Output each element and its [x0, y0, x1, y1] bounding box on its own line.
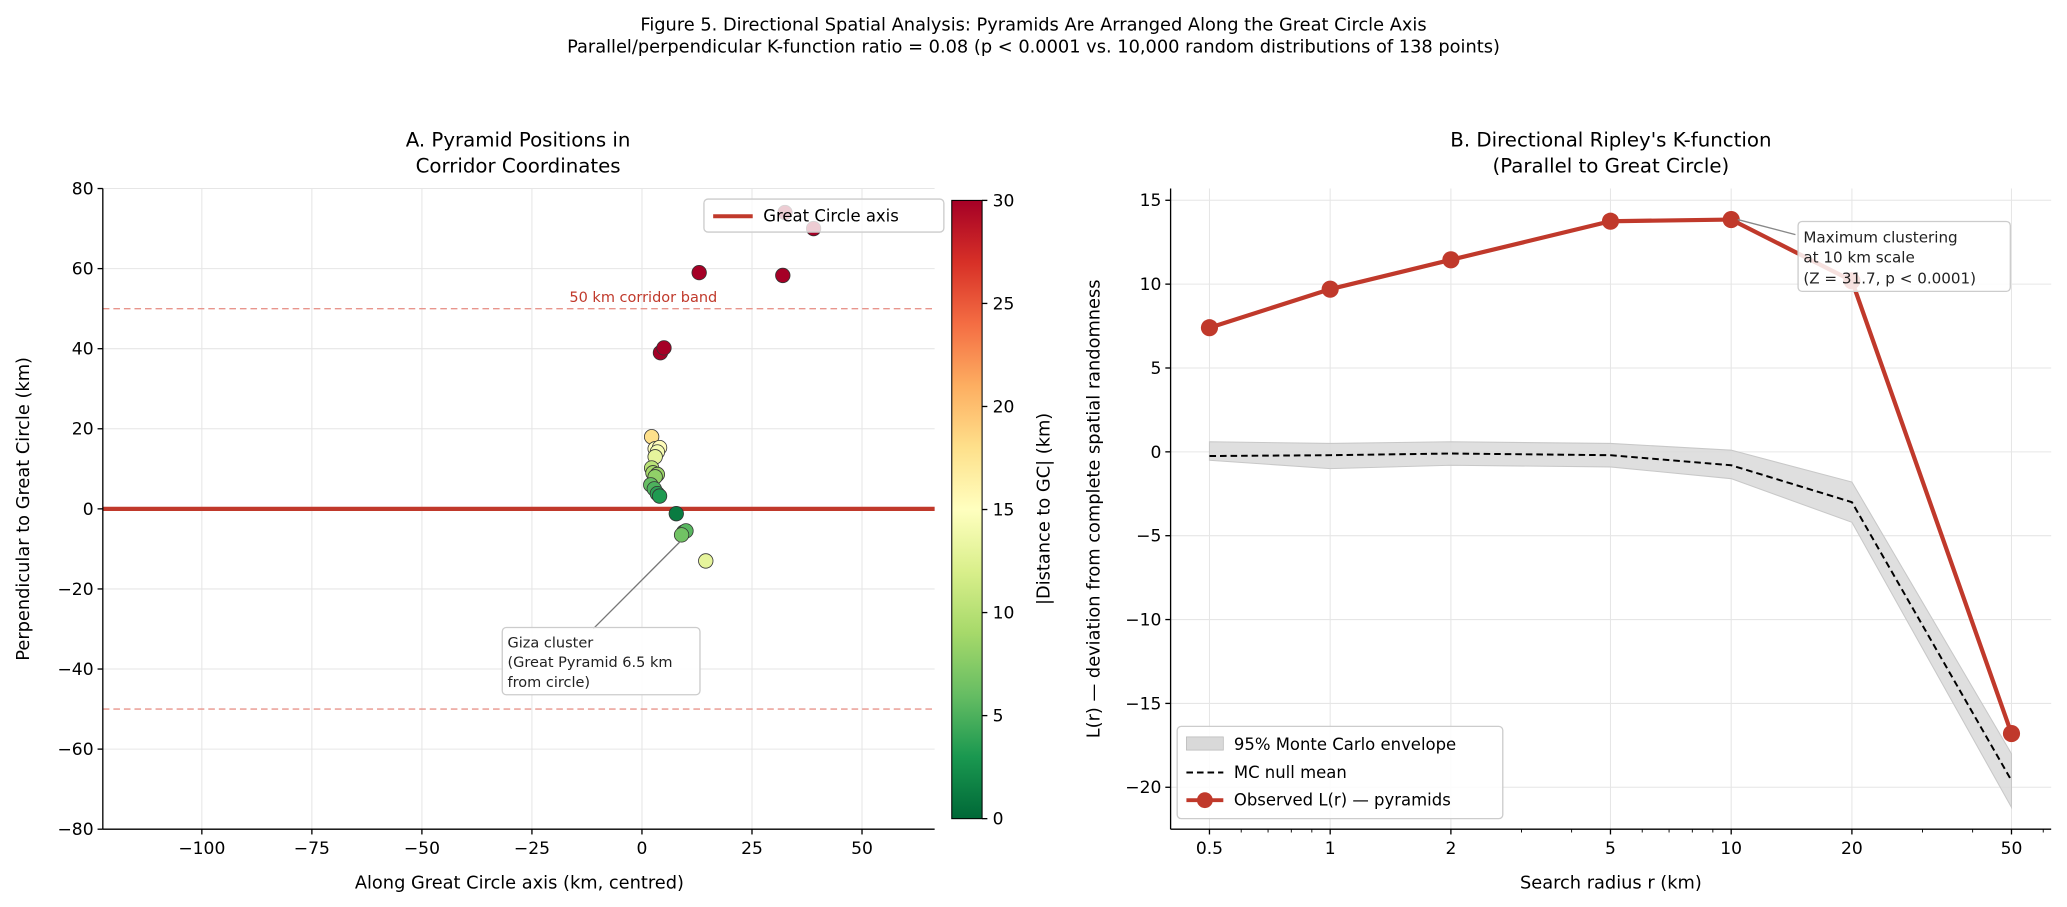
giza-annotation: Giza cluster (Great Pyramid 6.5 km from … [501, 541, 701, 696]
y-tick-label: 0 [1150, 443, 1161, 463]
y-tick-label: −40 [57, 660, 93, 680]
pyramid-point [673, 527, 690, 543]
observed-point [1442, 251, 1460, 269]
x-tick-label: −25 [514, 839, 550, 859]
x-tick-label: 0 [637, 839, 648, 859]
panel-b-kfunction: B. Directional Ripley's K-function (Para… [1083, 128, 2052, 894]
legend-envelope-label: 95% Monte Carlo envelope [1234, 735, 1456, 754]
x-tick-label: 50 [851, 839, 873, 859]
observed-point [1601, 212, 1620, 230]
panel-a-title-1: A. Pyramid Positions in [406, 128, 631, 151]
panel-b-xlabel: Search radius r (km) [1520, 873, 1702, 894]
x-tick-label: 0.5 [1196, 839, 1223, 859]
legend-observed-label: Observed L(r) — pyramids [1234, 790, 1451, 809]
y-tick-label: 0 [83, 500, 94, 520]
y-tick-label: −80 [57, 820, 93, 840]
x-tick-label: 20 [1841, 839, 1863, 859]
y-tick-label: 80 [72, 179, 94, 199]
y-tick-label: 5 [1150, 359, 1161, 379]
x-tick-label: 50 [2001, 839, 2023, 859]
y-tick-label: −10 [1125, 610, 1161, 630]
giza-annotation-line-1: Giza cluster [508, 635, 594, 651]
colorbar: 0 5 10 15 20 25 30 |Distance to GC| (km) [951, 191, 1054, 830]
pyramid-point [656, 340, 672, 356]
colorbar-tick-label: 5 [993, 707, 1004, 727]
panel-a-xlabel: Along Great Circle axis (km, centred) [355, 873, 684, 894]
monte-carlo-envelope [1208, 441, 2013, 810]
y-tick-label: 20 [72, 420, 94, 440]
figure-title: Figure 5. Directional Spatial Analysis: … [640, 14, 1426, 35]
max-clustering-line-2: at 10 km scale [1803, 248, 1914, 266]
x-tick-label: 5 [1605, 839, 1616, 859]
colorbar-tick-label: 10 [993, 603, 1015, 623]
panel-b-title-1: B. Directional Ripley's K-function [1450, 128, 1771, 151]
y-tick-label: −5 [1136, 527, 1161, 547]
y-tick-label: 40 [72, 340, 94, 360]
x-tick-label: 10 [1720, 839, 1742, 859]
giza-annotation-line-2: (Great Pyramid 6.5 km [508, 655, 673, 671]
panel-a-legend: Great Circle axis [703, 198, 945, 233]
pyramid-point [691, 264, 707, 281]
legend-observed-marker [1196, 792, 1213, 809]
giza-arrow [592, 541, 681, 630]
panel-b-ylabel: L(r) — deviation from complete spatial r… [1083, 279, 1104, 738]
panel-a-ylabel: Perpendicular to Great Circle (km) [13, 357, 34, 661]
observed-point [1722, 210, 1740, 229]
y-tick-label: −15 [1125, 694, 1161, 714]
x-tick-label: 2 [1445, 839, 1456, 859]
x-tick-label: −50 [404, 839, 440, 859]
y-tick-label: 15 [1140, 191, 1162, 211]
max-clustering-annotation: Maximum clustering at 10 km scale (Z = 3… [1737, 218, 2011, 293]
y-tick-label: 60 [72, 260, 94, 280]
colorbar-tick-label: 15 [993, 500, 1015, 520]
mc-null-mean-line [1209, 452, 2013, 782]
giza-annotation-line-3: from circle) [508, 675, 591, 691]
max-clustering-line-1: Maximum clustering [1803, 229, 1957, 247]
panel-b-legend: 95% Monte Carlo envelope MC null mean Ob… [1176, 725, 1504, 820]
observed-point [1200, 319, 1219, 337]
colorbar-tick-label: 30 [993, 191, 1015, 211]
giza-annotation-box [501, 626, 701, 696]
y-tick-label: −20 [1125, 778, 1161, 798]
pyramid-point [698, 553, 714, 569]
x-tick-label: 1 [1325, 839, 1336, 859]
observed-point [2002, 725, 2021, 743]
legend-great-circle-label: Great Circle axis [763, 206, 899, 225]
max-clustering-line-3: (Z = 31.7, p < 0.0001) [1803, 269, 1976, 287]
pyramid-point [775, 267, 791, 284]
legend-mc-mean-label: MC null mean [1234, 763, 1347, 782]
figure-subtitle: Parallel/perpendicular K-function ratio … [567, 37, 1500, 58]
panel-a-title-2: Corridor Coordinates [416, 155, 621, 178]
y-tick-label: 10 [1140, 275, 1162, 295]
observed-point [1321, 280, 1339, 298]
pyramid-point [651, 488, 668, 504]
max-clustering-box [1797, 220, 2011, 293]
x-tick-label: −100 [178, 839, 225, 859]
colorbar-tick-label: 25 [993, 294, 1015, 314]
pyramid-point [668, 506, 684, 522]
max-clustering-arrow [1737, 218, 1796, 236]
y-tick-label: −20 [57, 580, 93, 600]
x-tick-label: −75 [294, 839, 330, 859]
panel-a-scatter: A. Pyramid Positions in Corridor Coordin… [13, 128, 1054, 893]
colorbar-label: |Distance to GC| (km) [1033, 413, 1054, 605]
colorbar-tick-label: 20 [993, 397, 1015, 417]
corridor-band-label: 50 km corridor band [569, 290, 717, 306]
x-tick-label: 25 [741, 839, 763, 859]
legend-envelope-swatch [1186, 736, 1224, 751]
colorbar-tick-label: 0 [993, 810, 1004, 830]
y-tick-label: −60 [57, 740, 93, 760]
panel-b-title-2: (Parallel to Great Circle) [1493, 155, 1730, 178]
